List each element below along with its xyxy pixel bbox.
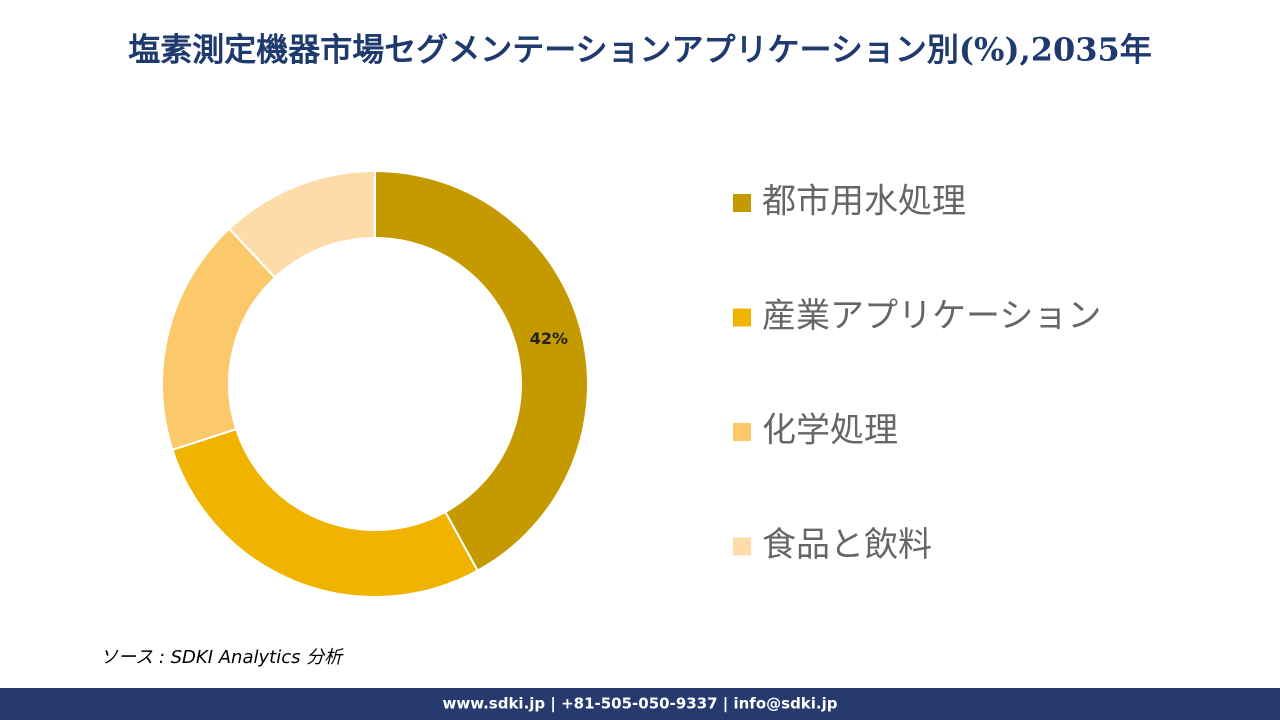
legend-swatch (733, 423, 751, 441)
legend-label: 化学処理 (762, 411, 898, 451)
donut-segment (171, 427, 479, 598)
legend-label: 食品と飲料 (762, 525, 932, 565)
legend-swatch (733, 194, 751, 212)
legend-label: 都市用水処理 (762, 182, 966, 222)
legend-swatch (733, 537, 751, 556)
data-label: 42% (530, 329, 568, 348)
legend-label: 産業アプリケーション (762, 296, 1101, 336)
donut-segment (161, 227, 277, 452)
footer-text: www.sdki.jp | +81-505-050-9337 | info@sd… (442, 695, 837, 714)
source-note: ソース : SDKI Analytics 分析 (100, 647, 344, 668)
chart-title: 塩素測定機器市場セグメンテーションアプリケーション別(%),2035年 (128, 31, 1152, 69)
donut-segment (374, 169, 589, 573)
legend-swatch (733, 308, 751, 327)
footer-bar (0, 688, 1280, 720)
donut-segment (227, 169, 376, 279)
